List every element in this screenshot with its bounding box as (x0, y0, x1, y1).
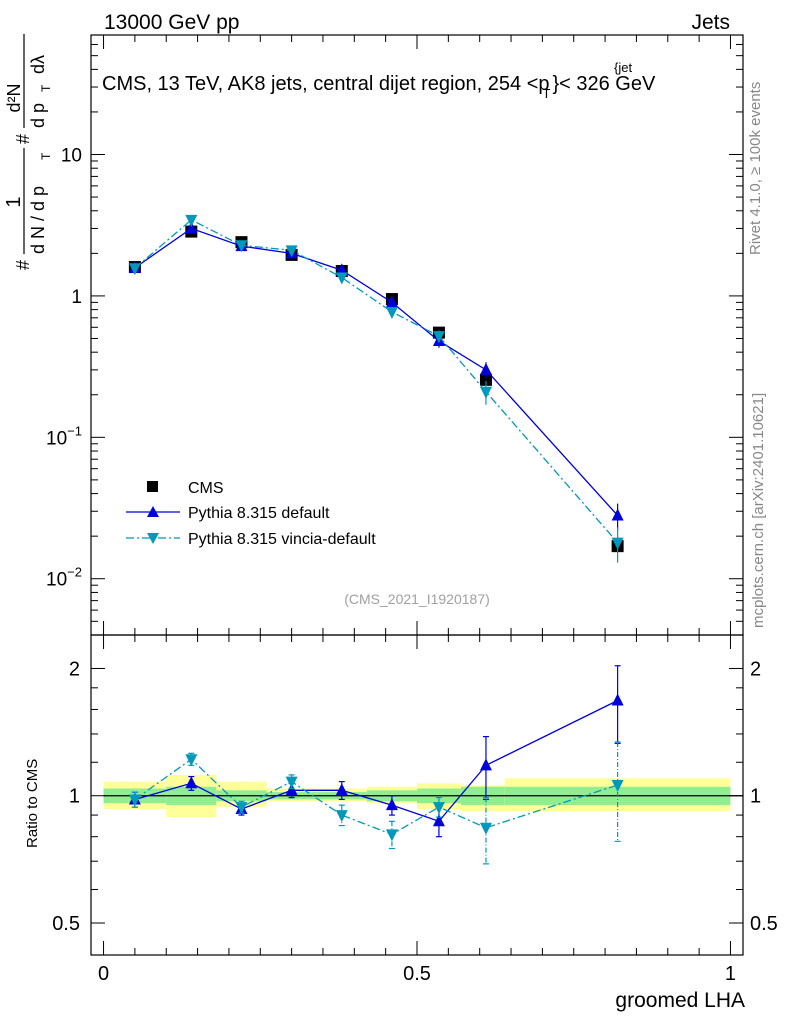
main-ytick-base: 10 (46, 570, 67, 591)
main-ytick-label: 10 (61, 146, 82, 167)
main-point-cms (479, 373, 492, 386)
ylabel-den2-dp: d p (28, 103, 48, 128)
ratio-point-vincia (432, 802, 445, 815)
main-point-default (385, 295, 398, 308)
ratio-point-vincia (479, 822, 492, 835)
main-line-vincia (134, 219, 619, 544)
ratio-point-default (432, 814, 445, 827)
main-point-vincia (335, 272, 348, 285)
xtick-label: 0 (98, 963, 109, 985)
plot-title-tail: }< 326 GeV (552, 73, 656, 95)
ylabel-hash-1: # (13, 260, 33, 270)
ratio-ylabel: Ratio to CMS (24, 759, 41, 848)
ratio-ytick-label: 2 (69, 658, 80, 680)
series-layer (128, 214, 624, 865)
xtick-label: 0.5 (403, 963, 431, 985)
main-ytick-exp: −2 (67, 565, 82, 580)
ratio-point-default (385, 798, 398, 811)
main-point-vincia (128, 263, 141, 276)
main-point-default (335, 263, 348, 276)
legend-marker-vincia (147, 533, 159, 544)
ratio-point-vincia (128, 794, 141, 807)
ratio-point-vincia (185, 754, 198, 767)
ratio-bands (103, 774, 743, 818)
ratio-ytick-label-right: 2 (750, 658, 761, 680)
main-ytick-label: 10−2 (46, 565, 82, 591)
main-ytick-base: 10 (61, 146, 82, 167)
main-point-default (479, 362, 492, 375)
ratio-line-vincia (134, 758, 618, 836)
main-line-default (134, 227, 619, 516)
ylabel-one: 1 (3, 196, 25, 207)
legend-label-vincia: Pythia 8.315 vincia-default (188, 531, 376, 548)
main-ytick-label: 1 (71, 287, 82, 308)
main-point-vincia (385, 306, 398, 319)
ratio-ytick-label: 0.5 (52, 913, 80, 935)
plot-title: CMS, 13 TeV, AK8 jets, central dijet reg… (102, 73, 656, 101)
side-label-bottom: mcplots.cern.ch [arXiv:2401.10621] (750, 393, 767, 628)
main-point-vincia (432, 331, 445, 344)
main-point-default (611, 508, 624, 521)
ylabel-hash-2: # (13, 134, 33, 144)
main-ytick-base: 10 (46, 428, 67, 449)
plot-title-sub: T (543, 86, 551, 101)
analysis-id: (CMS_2021_I1920187) (344, 591, 490, 607)
xlabel: groomed LHA (615, 989, 745, 1012)
main-point-vincia (479, 386, 492, 399)
ratio-point-vincia (611, 780, 624, 793)
legend-marker-cms (147, 481, 158, 492)
ratio-point-default (611, 693, 624, 706)
main-ytick-base: 1 (71, 287, 82, 308)
ratio-ytick-label-right: 0.5 (750, 913, 778, 935)
ylabel-den2-sub: T (39, 84, 53, 92)
xtick-label: 1 (725, 963, 736, 985)
main-point-vincia (285, 245, 298, 258)
ratio-point-vincia (235, 802, 248, 815)
legend-label-default: Pythia 8.315 default (188, 505, 330, 522)
ylabel-num: d²N (4, 83, 24, 112)
ylabel-den2-dlambda: dλ (28, 55, 48, 74)
legend-marker-default (147, 506, 159, 517)
legend: CMS Pythia 8.315 default Pythia 8.315 vi… (126, 480, 376, 548)
ratio-point-vincia (285, 776, 298, 789)
side-label-top: Rivet 4.1.0, ≥ 100k events (747, 82, 764, 255)
ratio-ytick-label-right: 1 (750, 786, 761, 808)
ratio-point-default (285, 783, 298, 796)
beam-label: 13000 GeV pp (104, 11, 239, 34)
process-label: Jets (691, 11, 730, 34)
main-point-default (185, 221, 198, 234)
ratio-ytick-label: 1 (69, 786, 80, 808)
ratio-point-vincia (385, 829, 398, 842)
plot-title-sup: {jet (614, 60, 632, 75)
legend-label-cms: CMS (188, 480, 224, 497)
main-point-vincia (611, 537, 624, 550)
ylabel-denom: d N / d p (28, 186, 48, 254)
main-ylabel: # 1 d N / d p T # d²N d p T dλ (3, 34, 53, 270)
plot-title-main: CMS, 13 TeV, AK8 jets, central dijet reg… (102, 73, 550, 95)
ratio-point-default (185, 776, 198, 789)
main-point-vincia (185, 214, 198, 227)
ylabel-denom-sub: T (39, 152, 53, 160)
main-point-vincia (235, 240, 248, 253)
ratio-point-default (335, 783, 348, 796)
ratio-point-vincia (335, 810, 348, 823)
ratio-point-default (479, 758, 492, 771)
main-ytick-label: 10−1 (46, 423, 82, 449)
main-ytick-exp: −1 (67, 423, 82, 438)
